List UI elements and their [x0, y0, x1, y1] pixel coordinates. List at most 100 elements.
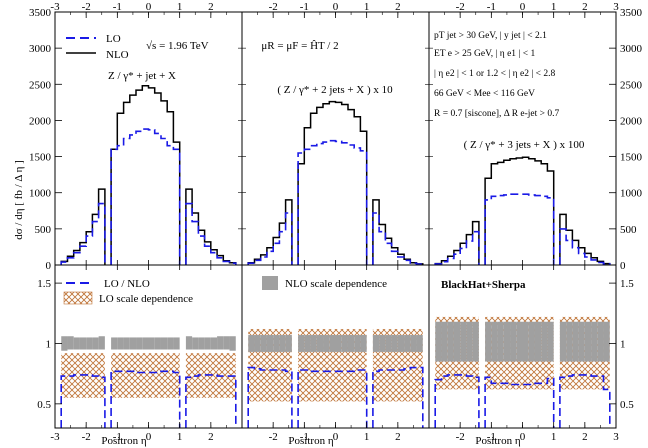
nlo-scale-band-bin — [198, 337, 205, 350]
nlo-scale-band-bin — [441, 321, 448, 362]
x-tick-label: -3 — [50, 431, 60, 443]
nlo-scale-band-bin — [516, 321, 523, 362]
lo-scale-band-bin — [298, 328, 305, 402]
x-tick-label-top: -2 — [82, 1, 91, 13]
lo-curve-panel-1 — [60, 128, 237, 265]
y-tick-label-right: 500 — [620, 224, 637, 236]
x-tick-label-top: 0 — [520, 1, 526, 13]
x-tick-label-top: 2 — [582, 1, 588, 13]
nlo-scale-band-bin — [503, 321, 511, 362]
x-tick-label-top: 1 — [364, 1, 370, 13]
y-tick-label-left: 0 — [46, 260, 52, 272]
nlo-scale-band-bin — [372, 335, 380, 352]
nlo-scale-band-bin — [154, 337, 161, 350]
nlo-scale-band-bin — [510, 321, 517, 362]
nlo-scale-band-bin — [310, 335, 317, 352]
legend-nlo-label: NLO — [106, 49, 129, 61]
nlo-scale-band-bin — [341, 335, 348, 352]
cut-1: pT jet > 30 GeV, | y jet | < 2.1 — [434, 31, 547, 41]
ticks-layer: -3 -2 -1 0 1 2 -2 -1 0 1 2 -2 -1 0 1 2 3 -3 -2 -1 0 1 2 -2 -1 0 1 2… — [29, 1, 643, 443]
lo-scale-band-bin — [391, 328, 398, 402]
nlo-scale-band-bin — [347, 335, 355, 352]
lo-scale-band-bin — [416, 328, 423, 402]
legend-lo-label: LO — [106, 33, 121, 45]
nlo-scale-band-bin — [298, 335, 305, 352]
x-tick-label: 0 — [146, 431, 152, 443]
x-tick-label-top: 1 — [551, 1, 557, 13]
cuts-annotation: pT jet > 30 GeV, | y jet | < 2.1 ET e > … — [434, 31, 560, 119]
lo-nlo-ratio-panel-3 — [434, 374, 611, 428]
nlo-scale-band-bin — [491, 321, 498, 362]
x-tick-label: 2 — [582, 431, 588, 443]
cut-2: ET e > 25 GeV, | η e1 | < 1 — [434, 49, 535, 59]
y-tick-label-right: 2500 — [620, 79, 643, 91]
lo-scale-band-bin — [173, 353, 180, 398]
lo-scale-band-bin — [304, 328, 311, 402]
lo-scale-band-bin — [379, 328, 386, 402]
nlo-scale-band-bin — [98, 336, 105, 350]
x-tick-label-top: -2 — [456, 1, 465, 13]
nlo-scale-band-bin — [597, 321, 604, 362]
nlo-scale-band-bin — [92, 337, 99, 350]
x-tick-label: 2 — [208, 431, 214, 443]
lo-scale-band-bin — [117, 353, 124, 398]
nlo-scale-band-bin — [79, 337, 87, 350]
nlo-scale-band-bin — [117, 337, 124, 350]
lo-scale-band-bin — [142, 353, 149, 398]
lo-scale-band-bin — [98, 353, 105, 398]
nlo-scale-band-bin — [204, 337, 211, 350]
lo-scale-band-bin — [260, 328, 267, 402]
energy-annotation: √s = 1.96 TeV — [146, 40, 209, 52]
nlo-scale-band-bin — [385, 335, 392, 352]
y-tick-label-left: 2500 — [29, 79, 52, 91]
nlo-scale-band-bin — [316, 335, 324, 352]
x-tick-label: -2 — [456, 431, 465, 443]
x-tick-label-top: -3 — [50, 1, 60, 13]
cut-5: R = 0.7 [siscone], Δ R e-jet > 0.7 — [434, 109, 560, 119]
nlo-scale-band-bin — [404, 335, 411, 352]
nlo-scale-band-bin — [453, 321, 461, 362]
nlo-scale-band-bin — [416, 335, 423, 352]
lo-scale-band-bin — [129, 353, 137, 398]
cut-4: 66 GeV < Mee < 116 GeV — [434, 89, 535, 99]
lo-scale-band-bin — [86, 353, 93, 398]
curves-layer — [60, 84, 611, 428]
nlo-scale-band-bin — [391, 335, 398, 352]
nlo-scale-band-bin — [129, 337, 137, 350]
ratio-y-tick-label-left: 1.5 — [37, 278, 51, 290]
y-tick-label-right: 2000 — [620, 115, 643, 127]
lo-scale-band-bin — [385, 328, 392, 402]
panel2-label: ( Z / γ* + 2 jets + X ) x 10 — [277, 84, 393, 96]
legend-lo-nlo-label: LO / NLO — [104, 278, 150, 290]
nlo-scale-band-bin — [559, 321, 567, 362]
lo-scale-band-bin — [185, 353, 193, 398]
y-tick-label-right: 1500 — [620, 152, 643, 164]
lo-scale-band-bin — [148, 353, 155, 398]
x-tick-label-top: -2 — [269, 1, 278, 13]
nlo-scale-band-bin — [304, 335, 311, 352]
lo-scale-band-bin — [266, 328, 274, 402]
lo-scale-band-bin — [248, 328, 255, 402]
lo-scale-band-bin — [210, 353, 218, 398]
x-tick-label: 1 — [551, 431, 557, 443]
ratio-y-tick-label-left: 0.5 — [37, 399, 51, 411]
nlo-scale-band-bin — [192, 337, 199, 350]
nlo-scale-band-bin — [460, 321, 467, 362]
nlo-scale-band-bin — [497, 321, 504, 362]
nlo-scale-band-bin — [217, 336, 224, 350]
nlo-scale-band-bin — [572, 321, 579, 362]
nlo-scale-band-bin — [360, 335, 367, 352]
y-axis-label: dσ / dη [ fb / Δ η ] — [13, 160, 25, 240]
nlo-scale-band-bin — [379, 335, 386, 352]
nlo-scale-band-bin — [229, 336, 236, 351]
x-tick-label-top: -1 — [300, 1, 309, 13]
x-tick-label-top: -1 — [487, 1, 496, 13]
nlo-scale-band-bin — [566, 321, 573, 362]
lo-scale-band-bin — [279, 328, 286, 402]
x-tick-label: -2 — [269, 431, 278, 443]
x-tick-label: -2 — [82, 431, 91, 443]
x-axis-label-2: Positron η — [288, 435, 333, 447]
y-tick-label-left: 2000 — [29, 115, 52, 127]
nlo-scale-band-bin — [591, 321, 598, 362]
